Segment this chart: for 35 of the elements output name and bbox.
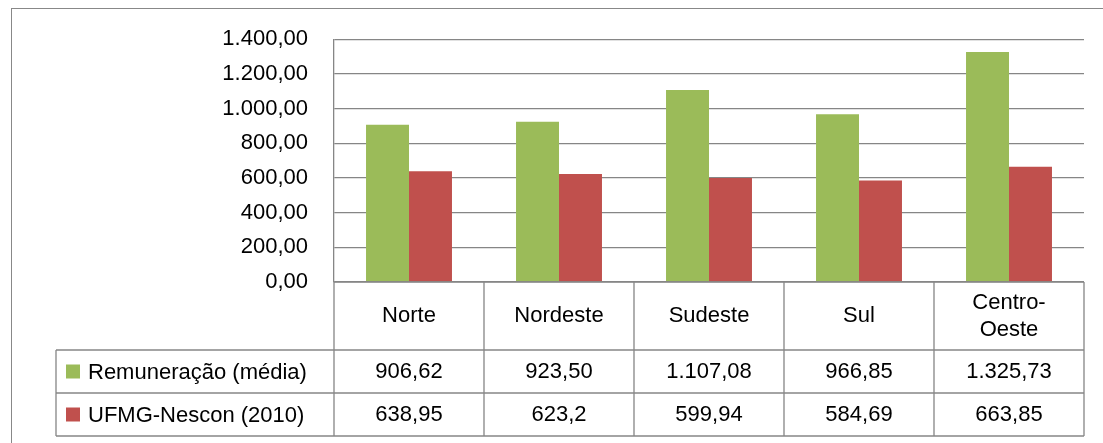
bar bbox=[366, 124, 409, 282]
bar bbox=[709, 177, 752, 282]
data-label: 923,50 bbox=[525, 357, 593, 383]
bar bbox=[666, 90, 709, 282]
bar bbox=[816, 114, 859, 282]
x-tick-label: Norte bbox=[382, 302, 436, 328]
x-tick-label: Sul bbox=[843, 302, 875, 328]
x-tick-label: Centro-Oeste bbox=[972, 288, 1046, 341]
data-label: 584,69 bbox=[825, 400, 893, 426]
data-label: 1.325,73 bbox=[966, 357, 1052, 383]
y-tick-label: 200,00 bbox=[240, 233, 308, 259]
data-label: 599,94 bbox=[675, 400, 743, 426]
x-tick-label: Nordeste bbox=[514, 302, 604, 328]
bar bbox=[516, 121, 559, 282]
y-tick-label: 800,00 bbox=[240, 129, 308, 155]
data-label: 623,2 bbox=[531, 400, 587, 426]
bar bbox=[1009, 166, 1052, 282]
y-tick-label: 600,00 bbox=[240, 164, 308, 190]
bar bbox=[409, 171, 452, 282]
y-tick-label: 1.400,00 bbox=[222, 25, 308, 51]
y-tick-label: 1.000,00 bbox=[222, 94, 308, 120]
bar bbox=[859, 180, 902, 282]
data-label: 906,62 bbox=[375, 357, 443, 383]
data-label: 966,85 bbox=[825, 357, 893, 383]
legend-label: UFMG-Nescon (2010) bbox=[88, 401, 305, 427]
data-label: 663,85 bbox=[975, 400, 1043, 426]
y-tick-label: 0,00 bbox=[265, 268, 308, 294]
bar bbox=[966, 52, 1009, 282]
bar bbox=[559, 173, 602, 282]
legend-label: Remuneração (média) bbox=[88, 358, 307, 384]
data-label: 1.107,08 bbox=[666, 357, 752, 383]
y-tick-label: 400,00 bbox=[240, 198, 308, 224]
y-tick-label: 1.200,00 bbox=[222, 59, 308, 85]
x-tick-label: Sudeste bbox=[668, 302, 750, 328]
data-label: 638,95 bbox=[375, 400, 443, 426]
